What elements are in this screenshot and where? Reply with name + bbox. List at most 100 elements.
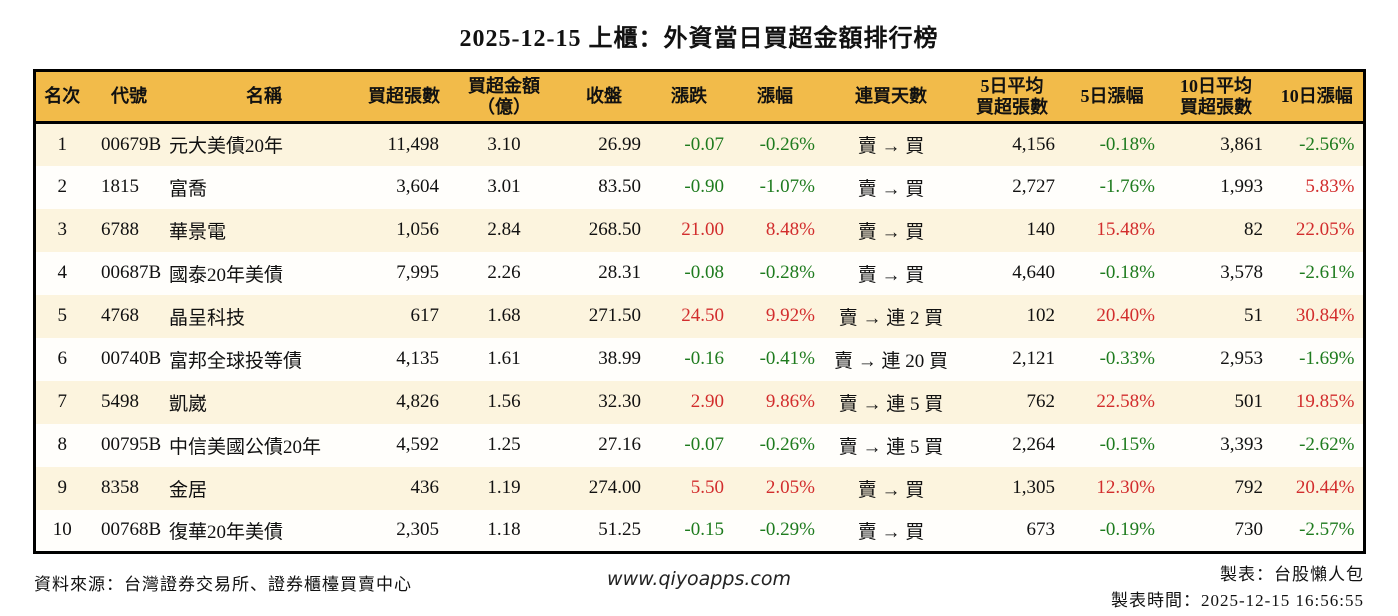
cell-code: 1815 [101, 176, 139, 197]
cell-name: 晶呈科技 [169, 307, 246, 329]
cell-change-pct: -0.41% [759, 348, 815, 369]
cell-name: 富邦全球投等債 [169, 350, 303, 372]
cell-change: 5.50 [690, 477, 724, 498]
cell-buy-amount: 1.61 [487, 348, 521, 369]
cell-chg5-pct: -0.33% [1099, 348, 1155, 369]
col-header-chg10-pct: 10日漲幅 [1271, 70, 1364, 124]
cell-change: -0.15 [684, 519, 724, 541]
cell-close: 32.30 [598, 391, 641, 412]
cell-avg5-volume: 673 [1026, 519, 1056, 541]
cell-change-pct: -1.07% [759, 176, 815, 197]
cell-avg10-volume: 82 [1244, 219, 1263, 240]
cell-rank: 8 [57, 434, 68, 455]
cell-buy-amount: 1.19 [487, 477, 521, 498]
cell-buy-volume: 1,056 [396, 219, 439, 240]
cell-code: 00687B [101, 262, 162, 283]
cell-streak: 賣 → 買 [857, 479, 925, 501]
table-row: 8 00795B 中信美國公債20年 4,592 1.25 27.16 -0.0… [34, 423, 1364, 467]
cell-chg5-pct: 15.48% [1096, 219, 1155, 240]
cell-avg10-volume: 730 [1234, 519, 1264, 541]
col-header-change: 漲跌 [649, 70, 729, 124]
cell-avg5-volume: 4,156 [1012, 133, 1055, 155]
ranking-table: 名次 代號 名稱 買超張數 買超金額 （億） 收盤 漲跌 漲幅 連買天數 5日平… [32, 69, 1366, 554]
cell-close: 28.31 [598, 262, 641, 283]
cell-chg5-pct: 12.30% [1096, 477, 1155, 498]
cell-chg10-pct: -2.62% [1299, 434, 1355, 455]
cell-buy-amount: 1.68 [487, 305, 521, 326]
cell-change-pct: 8.48% [765, 219, 815, 240]
cell-name: 復華20年美債 [169, 521, 284, 543]
cell-rank: 6 [57, 348, 68, 369]
cell-rank: 1 [57, 133, 68, 155]
cell-buy-volume: 4,592 [396, 434, 439, 455]
table-row: 1 00679B 元大美債20年 11,498 3.10 26.99 -0.07… [34, 122, 1364, 166]
table-row: 9 8358 金居 436 1.19 274.00 5.50 2.05% 賣 →… [34, 466, 1364, 510]
cell-change: -0.07 [684, 133, 724, 155]
cell-rank: 5 [57, 305, 68, 326]
cell-avg10-volume: 3,393 [1220, 434, 1263, 455]
cell-avg10-volume: 1,993 [1220, 176, 1263, 197]
cell-rank: 3 [57, 219, 68, 240]
credit-block: 製表：台股懶人包 製表時間：2025-12-15 16:56:55 [1111, 562, 1364, 615]
cell-streak: 賣 → 買 [857, 221, 925, 243]
cell-chg10-pct: 30.84% [1295, 305, 1355, 326]
cell-rank: 10 [52, 519, 72, 541]
cell-avg10-volume: 3,861 [1220, 133, 1263, 155]
author-text: 製表：台股懶人包 [1220, 565, 1364, 584]
cell-buy-amount: 2.26 [487, 262, 521, 283]
cell-avg5-volume: 4,640 [1012, 262, 1055, 283]
col-header-buy-volume: 買超張數 [359, 70, 449, 124]
cell-streak: 賣 → 連 5 買 [838, 393, 944, 415]
cell-change: -0.07 [684, 434, 724, 455]
table-header-row: 名次 代號 名稱 買超張數 買超金額 （億） 收盤 漲跌 漲幅 連買天數 5日平… [34, 70, 1364, 124]
cell-change-pct: -0.29% [759, 519, 815, 541]
cell-close: 27.16 [598, 434, 641, 455]
cell-buy-volume: 4,826 [396, 391, 439, 412]
cell-streak: 賣 → 買 [857, 178, 925, 200]
cell-avg10-volume: 501 [1234, 391, 1264, 412]
cell-streak: 賣 → 買 [857, 521, 925, 543]
cell-chg5-pct: -0.18% [1099, 133, 1155, 155]
page-title: 2025-12-15 上櫃：外資當日買超金額排行榜 [459, 26, 939, 52]
cell-close: 51.25 [598, 519, 641, 541]
data-source-text: 資料來源：台灣證券交易所、證券櫃檯買賣中心 [34, 575, 412, 594]
cell-chg10-pct: 19.85% [1295, 391, 1355, 412]
cell-avg10-volume: 2,953 [1220, 348, 1263, 369]
cell-chg10-pct: 5.83% [1305, 176, 1355, 197]
table-row: 10 00768B 復華20年美債 2,305 1.18 51.25 -0.15… [34, 509, 1364, 553]
cell-streak: 賣 → 連 20 買 [833, 350, 948, 372]
cell-close: 83.50 [598, 176, 641, 197]
col-header-code: 代號 [89, 70, 169, 124]
cell-chg10-pct: 22.05% [1295, 219, 1355, 240]
col-header-buy-amount: 買超金額 （億） [449, 70, 559, 124]
cell-name: 華景電 [169, 221, 227, 243]
cell-avg5-volume: 2,727 [1012, 176, 1055, 197]
website-text: www.qiyoapps.com [607, 568, 791, 590]
cell-buy-amount: 1.56 [487, 391, 521, 412]
cell-close: 274.00 [588, 477, 641, 498]
cell-buy-amount: 3.10 [487, 133, 521, 155]
table-row: 2 1815 富喬 3,604 3.01 83.50 -0.90 -1.07% … [34, 165, 1364, 209]
cell-change-pct: -0.26% [759, 133, 815, 155]
col-header-change-pct: 漲幅 [729, 70, 821, 124]
cell-rank: 9 [57, 477, 68, 498]
cell-buy-volume: 2,305 [396, 519, 439, 541]
cell-chg10-pct: -2.57% [1299, 519, 1355, 541]
cell-avg5-volume: 1,305 [1012, 477, 1055, 498]
cell-chg10-pct: -2.61% [1299, 262, 1355, 283]
cell-code: 6788 [101, 219, 139, 240]
cell-buy-volume: 3,604 [396, 176, 439, 197]
cell-change: -0.16 [684, 348, 724, 369]
cell-avg5-volume: 2,264 [1012, 434, 1055, 455]
cell-change-pct: -0.26% [759, 434, 815, 455]
col-header-close: 收盤 [559, 70, 649, 124]
col-header-avg5-volume: 5日平均 買超張數 [961, 70, 1063, 124]
cell-chg5-pct: 20.40% [1096, 305, 1155, 326]
cell-change: 21.00 [681, 219, 724, 240]
cell-buy-volume: 11,498 [387, 133, 439, 155]
cell-chg10-pct: -2.56% [1299, 133, 1355, 155]
cell-name: 富喬 [169, 178, 208, 200]
cell-chg10-pct: -1.69% [1299, 348, 1355, 369]
cell-name: 中信美國公債20年 [169, 436, 322, 458]
